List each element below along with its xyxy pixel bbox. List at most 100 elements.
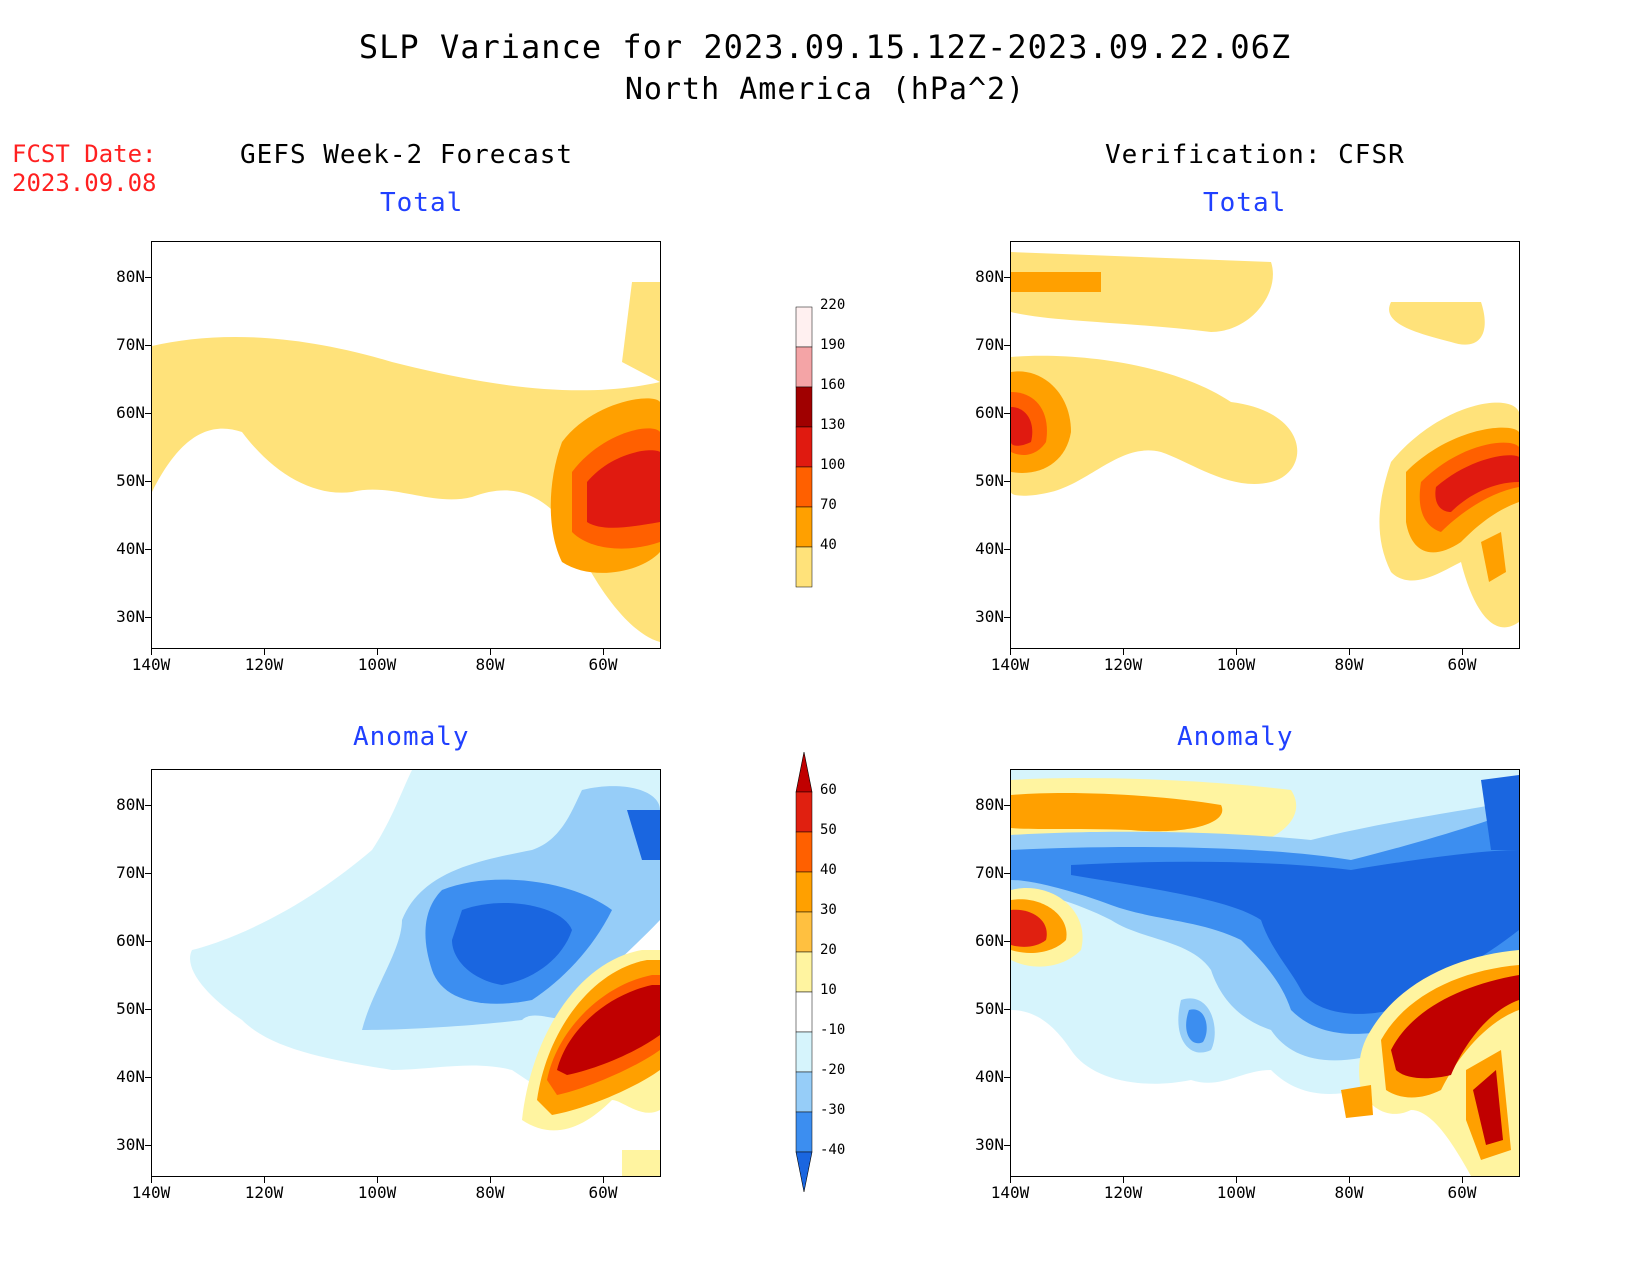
lon-tick	[264, 1176, 265, 1183]
map-total-verification	[1010, 241, 1520, 649]
colorbar-segment	[795, 1031, 813, 1073]
lon-tick-label: 100W	[357, 655, 397, 674]
total-colorbar-label: 160	[820, 377, 846, 393]
lon-tick-label: 140W	[131, 1183, 171, 1202]
total-colorbar-label: 40	[820, 537, 837, 553]
colorbar-segment	[795, 991, 813, 1033]
lon-tick-label: 60W	[1447, 655, 1477, 674]
lat-tick-label: 30N	[975, 1135, 1004, 1154]
lon-tick-label: 60W	[588, 655, 618, 674]
lat-tick	[1004, 345, 1011, 346]
lon-tick-label: 80W	[475, 1183, 505, 1202]
total-colorbar-label: 220	[820, 297, 846, 313]
colorbar-segment	[795, 346, 813, 388]
lat-tick-label: 50N	[116, 999, 145, 1018]
lat-tick	[145, 277, 152, 278]
main-subtitle: North America (hPa^2)	[624, 72, 1026, 107]
lat-tick	[1004, 277, 1011, 278]
lat-tick-label: 70N	[116, 335, 145, 354]
lat-tick	[145, 617, 152, 618]
anomaly-colorbar-label: 30	[820, 902, 837, 918]
fcst-date-block: FCST Date: 2023.09.08	[12, 140, 157, 198]
lat-tick-label: 40N	[975, 539, 1004, 558]
panel-label-anomaly-right: Anomaly	[1177, 722, 1294, 752]
lat-tick-label: 50N	[116, 471, 145, 490]
lon-tick	[1462, 648, 1463, 655]
lat-tick-label: 70N	[116, 863, 145, 882]
lat-tick	[1004, 481, 1011, 482]
lat-tick-label: 60N	[975, 931, 1004, 950]
lat-tick-label: 80N	[975, 267, 1004, 286]
anomaly-colorbar-label: 10	[820, 982, 837, 998]
lat-tick	[145, 1145, 152, 1146]
fcst-label: FCST Date:	[12, 140, 157, 168]
lat-tick	[1004, 617, 1011, 618]
lon-tick-label: 80W	[1334, 655, 1364, 674]
total-colorbar-label: 70	[820, 497, 837, 513]
anomaly-colorbar-label: 20	[820, 942, 837, 958]
anomaly-colorbar	[793, 751, 815, 1204]
right-column-title: Verification: CFSR	[1105, 140, 1405, 170]
lon-tick	[603, 648, 604, 655]
lon-tick	[1236, 648, 1237, 655]
lon-tick	[1462, 1176, 1463, 1183]
total-colorbar-label: 100	[820, 457, 846, 473]
colorbar-segment	[795, 831, 813, 873]
anomaly-colorbar-label: -40	[820, 1142, 846, 1158]
lon-tick	[1123, 648, 1124, 655]
lat-tick	[145, 941, 152, 942]
lat-tick	[145, 481, 152, 482]
lon-tick-label: 140W	[990, 1183, 1030, 1202]
map-total-forecast	[151, 241, 661, 649]
colorbar-segment	[795, 546, 813, 588]
lon-tick	[264, 648, 265, 655]
lat-tick-label: 40N	[116, 1067, 145, 1086]
anomaly-colorbar-label: 40	[820, 862, 837, 878]
main-title: SLP Variance for 2023.09.15.12Z-2023.09.…	[358, 28, 1292, 66]
lat-tick	[145, 805, 152, 806]
lat-tick-label: 80N	[116, 267, 145, 286]
total-colorbar-label: 190	[820, 337, 846, 353]
lon-tick-label: 120W	[244, 655, 284, 674]
colorbar-segment	[795, 466, 813, 508]
lat-tick-label: 60N	[116, 403, 145, 422]
lon-tick-label: 100W	[1216, 1183, 1256, 1202]
colorbar-segment	[795, 871, 813, 913]
lon-tick	[1010, 648, 1011, 655]
lon-tick	[151, 1176, 152, 1183]
lat-tick-label: 80N	[975, 795, 1004, 814]
lon-tick-label: 100W	[357, 1183, 397, 1202]
lat-tick	[1004, 873, 1011, 874]
lat-tick	[1004, 549, 1011, 550]
anomaly-colorbar-label: -20	[820, 1062, 846, 1078]
lat-tick	[145, 1009, 152, 1010]
anomaly-colorbar-label: 50	[820, 822, 837, 838]
lon-tick	[1123, 1176, 1124, 1183]
lon-tick	[490, 648, 491, 655]
total-colorbar-label: 130	[820, 417, 846, 433]
lon-tick-label: 80W	[1334, 1183, 1364, 1202]
lon-tick	[151, 648, 152, 655]
lon-tick	[1349, 1176, 1350, 1183]
lat-tick	[145, 549, 152, 550]
lon-tick	[490, 1176, 491, 1183]
map-anomaly-verification	[1010, 769, 1520, 1177]
lon-tick-label: 120W	[1103, 655, 1143, 674]
lat-tick	[1004, 1077, 1011, 1078]
lat-tick	[1004, 413, 1011, 414]
lon-tick	[377, 1176, 378, 1183]
lon-tick	[603, 1176, 604, 1183]
colorbar-segment	[795, 426, 813, 468]
colorbar-extend-top	[795, 751, 813, 793]
colorbar-segment	[795, 386, 813, 428]
lat-tick-label: 70N	[975, 335, 1004, 354]
anomaly-colorbar-label: -30	[820, 1102, 846, 1118]
colorbar-segment	[795, 1071, 813, 1113]
total-colorbar	[793, 287, 815, 611]
lon-tick-label: 80W	[475, 655, 505, 674]
lat-tick	[145, 345, 152, 346]
lon-tick-label: 120W	[244, 1183, 284, 1202]
lat-tick-label: 30N	[975, 607, 1004, 626]
fcst-date: 2023.09.08	[12, 169, 157, 197]
lat-tick	[1004, 941, 1011, 942]
